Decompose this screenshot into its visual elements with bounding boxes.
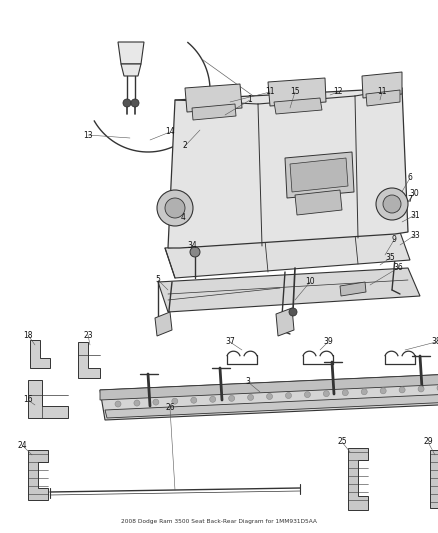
- Circle shape: [229, 395, 235, 401]
- Circle shape: [247, 394, 254, 400]
- Text: 25: 25: [337, 438, 347, 447]
- Text: 39: 39: [323, 337, 333, 346]
- Circle shape: [304, 392, 311, 398]
- Polygon shape: [285, 152, 354, 198]
- Circle shape: [134, 400, 140, 406]
- Circle shape: [172, 398, 178, 404]
- Polygon shape: [30, 340, 50, 368]
- Text: 13: 13: [83, 131, 93, 140]
- Polygon shape: [78, 342, 100, 378]
- Circle shape: [191, 397, 197, 403]
- Text: 37: 37: [225, 337, 235, 346]
- Polygon shape: [118, 42, 144, 64]
- Circle shape: [210, 397, 215, 402]
- Polygon shape: [158, 268, 420, 312]
- Text: 9: 9: [392, 236, 396, 245]
- Text: 26: 26: [165, 403, 175, 413]
- Polygon shape: [295, 190, 342, 215]
- Polygon shape: [348, 448, 368, 510]
- Text: 36: 36: [393, 263, 403, 272]
- Circle shape: [399, 387, 405, 393]
- Polygon shape: [340, 282, 366, 296]
- Polygon shape: [168, 88, 408, 248]
- Circle shape: [380, 388, 386, 394]
- Text: 6: 6: [408, 174, 413, 182]
- Circle shape: [342, 390, 348, 395]
- Circle shape: [289, 308, 297, 316]
- Circle shape: [437, 385, 438, 391]
- Polygon shape: [105, 394, 438, 418]
- Polygon shape: [430, 450, 438, 508]
- Text: 31: 31: [410, 211, 420, 220]
- Circle shape: [267, 393, 272, 399]
- Polygon shape: [100, 374, 438, 400]
- Text: 15: 15: [290, 87, 300, 96]
- Polygon shape: [366, 90, 400, 106]
- Text: 30: 30: [409, 190, 419, 198]
- Text: 1: 1: [247, 95, 252, 104]
- Text: 35: 35: [385, 254, 395, 262]
- Text: 7: 7: [408, 196, 413, 205]
- Polygon shape: [274, 98, 322, 114]
- Text: 11: 11: [377, 87, 387, 96]
- Polygon shape: [28, 380, 68, 418]
- Circle shape: [190, 247, 200, 257]
- Circle shape: [286, 392, 291, 399]
- Polygon shape: [185, 84, 242, 112]
- Text: 2008 Dodge Ram 3500 Seat Back-Rear Diagram for 1MM931D5AA: 2008 Dodge Ram 3500 Seat Back-Rear Diagr…: [121, 520, 317, 524]
- Text: 10: 10: [305, 278, 315, 287]
- Polygon shape: [192, 104, 236, 120]
- Polygon shape: [121, 64, 141, 76]
- Text: 12: 12: [333, 87, 343, 96]
- Text: 4: 4: [180, 214, 185, 222]
- Polygon shape: [276, 308, 294, 336]
- Circle shape: [165, 198, 185, 218]
- Polygon shape: [165, 232, 410, 278]
- Text: 18: 18: [23, 330, 33, 340]
- Polygon shape: [362, 72, 402, 98]
- Circle shape: [361, 389, 367, 395]
- Text: 14: 14: [165, 127, 175, 136]
- Polygon shape: [155, 312, 172, 336]
- Text: 24: 24: [17, 440, 27, 449]
- Circle shape: [153, 399, 159, 405]
- Circle shape: [323, 391, 329, 397]
- Circle shape: [115, 401, 121, 407]
- Polygon shape: [28, 450, 48, 500]
- Polygon shape: [100, 374, 438, 420]
- Circle shape: [418, 386, 424, 392]
- Text: 3: 3: [246, 377, 251, 386]
- Text: 23: 23: [83, 330, 93, 340]
- Circle shape: [383, 195, 401, 213]
- Polygon shape: [290, 158, 348, 192]
- Text: 38: 38: [431, 337, 438, 346]
- Text: 29: 29: [423, 438, 433, 447]
- Circle shape: [123, 99, 131, 107]
- Circle shape: [131, 99, 139, 107]
- Text: 11: 11: [265, 87, 275, 96]
- Text: 2: 2: [183, 141, 187, 150]
- Circle shape: [157, 190, 193, 226]
- Text: 16: 16: [23, 395, 33, 405]
- Text: 33: 33: [410, 230, 420, 239]
- Polygon shape: [268, 78, 326, 106]
- Circle shape: [376, 188, 408, 220]
- Text: 5: 5: [155, 276, 160, 285]
- Text: 34: 34: [187, 240, 197, 249]
